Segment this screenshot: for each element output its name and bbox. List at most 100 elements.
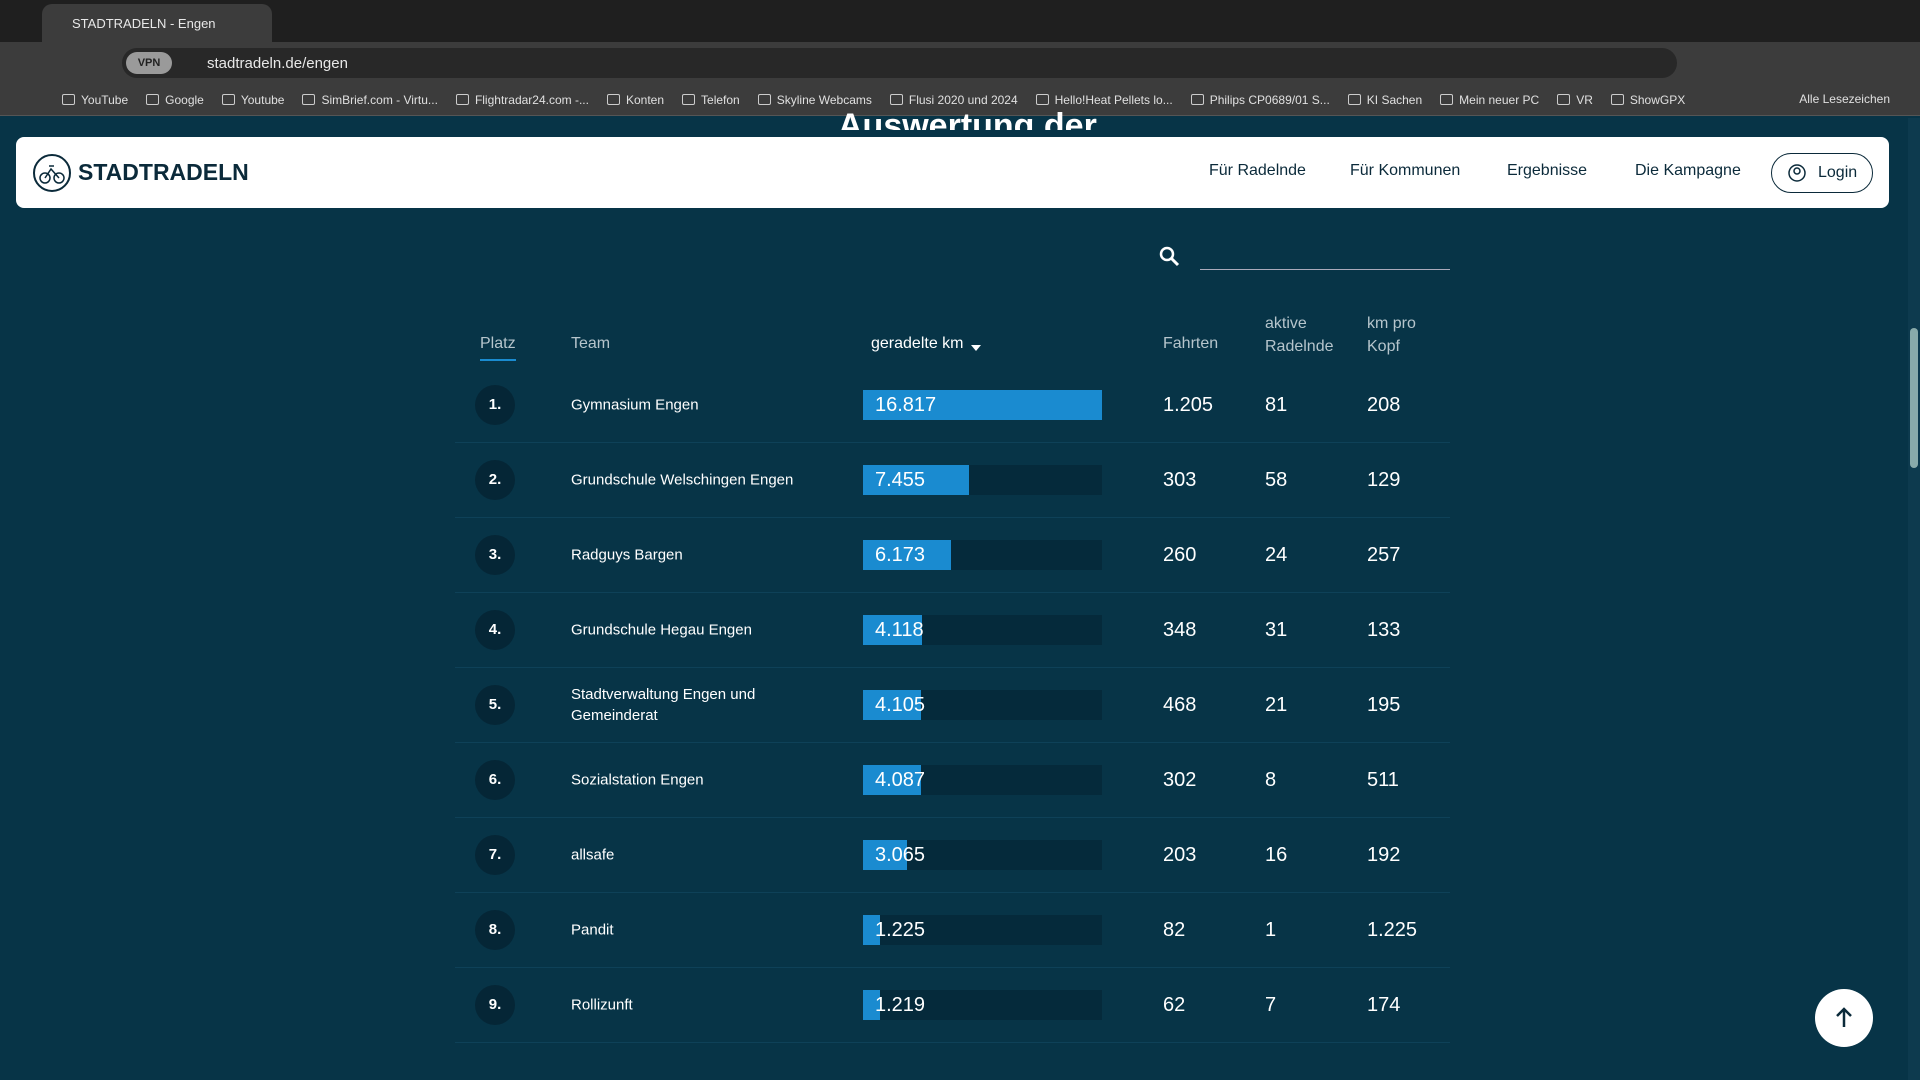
km-bar-track: [863, 615, 1102, 645]
all-bookmarks[interactable]: Alle Lesezeichen: [1799, 92, 1890, 106]
cell-per-head: 511: [1367, 769, 1399, 791]
bookmark[interactable]: Mein neuer PC: [1440, 93, 1539, 107]
url[interactable]: stadtradeln.de/engen: [207, 55, 348, 72]
bookmark[interactable]: KI Sachen: [1348, 93, 1422, 107]
cell-per-head: 208: [1367, 394, 1401, 416]
cell-per-head: 1.225: [1367, 919, 1418, 941]
bookmarks-bar: YouTube Google Youtube SimBrief.com - Virtu…: [0, 84, 1920, 116]
km-bar: [863, 765, 922, 795]
km-bar-track: [863, 990, 1102, 1020]
logo[interactable]: STADTRADELN: [78, 159, 249, 185]
team-name[interactable]: Rollizunft: [571, 996, 633, 1014]
km-bar: [863, 990, 881, 1020]
column-header[interactable]: aktive Radelnde: [1265, 315, 1334, 355]
bookmark[interactable]: Skyline Webcams: [758, 93, 872, 107]
km-bar-track: [863, 840, 1102, 870]
bookmark[interactable]: SimBrief.com - Virtu...: [302, 93, 437, 107]
km-value: 16.817: [875, 394, 937, 416]
cell-trips: 260: [1163, 544, 1197, 566]
bookmark[interactable]: Flusi 2020 und 2024: [890, 93, 1018, 107]
table-row: 3. Radguys Bargen 6.173 260 24 257: [455, 518, 1450, 593]
km-value: 4.087: [875, 769, 926, 791]
nav-link[interactable]: Für Radelnde: [1209, 162, 1306, 179]
arrow-icon: [1836, 1007, 1852, 1027]
cell-per-head: 195: [1367, 694, 1401, 716]
bookmark[interactable]: Telefon: [682, 93, 740, 107]
team-name[interactable]: Pandit: [571, 921, 614, 939]
km-value: 1.225: [875, 919, 926, 941]
browser-tab[interactable]: STADTRADELN - Engen: [42, 4, 272, 42]
table-row: 2. Grundschule Welschingen Engen 7.455 303 5…: [455, 443, 1450, 518]
bookmark[interactable]: VR: [1557, 93, 1593, 107]
nav-link[interactable]: Ergebnisse: [1507, 162, 1588, 179]
table-row: 1. Gymnasium Engen 16.817 1.205 81 208: [455, 368, 1450, 443]
search-icon[interactable]: [1158, 245, 1180, 267]
cell-trips: 302: [1163, 769, 1197, 791]
cell-trips: 1.205: [1163, 394, 1214, 416]
column-header[interactable]: Fahrten: [1163, 335, 1219, 352]
cell-per-head: 192: [1367, 844, 1401, 866]
team-name[interactable]: Grundschule Hegau Engen: [571, 621, 752, 639]
page-heading: Auswertung der: [838, 107, 1097, 130]
cell-riders: 81: [1265, 394, 1288, 416]
table-row: 8. Pandit 1.225 82 1 1.225: [455, 893, 1450, 968]
km-bar-track: [863, 915, 1102, 945]
cell-trips: 62: [1163, 994, 1186, 1016]
km-value: 7.455: [875, 469, 926, 491]
bookmark[interactable]: YouTube: [62, 93, 128, 107]
rank-badge: 1.: [475, 385, 515, 425]
team-name[interactable]: Radguys Bargen: [571, 546, 683, 564]
cell-riders: 1: [1265, 919, 1277, 941]
table-row: 9. Rollizunft 1.219 62 7 174: [455, 968, 1450, 1043]
bookmark[interactable]: Konten: [607, 93, 664, 107]
team-name[interactable]: Grundschule Welschingen Engen: [571, 471, 794, 489]
search-input[interactable]: [1200, 269, 1450, 270]
km-bar: [863, 840, 907, 870]
team-name[interactable]: Sozialstation Engen: [571, 771, 704, 789]
logo-icon: [33, 154, 71, 192]
cell-trips: 303: [1163, 469, 1197, 491]
rank-badge: 5.: [475, 685, 515, 725]
team-name[interactable]: allsafe: [571, 846, 615, 864]
column-header[interactable]: km pro Kopf: [1367, 315, 1416, 355]
nav-link[interactable]: Die Kampagne: [1635, 162, 1741, 179]
km-value: 6.173: [875, 544, 926, 566]
km-value: 3.065: [875, 844, 926, 866]
table-row: 5. Stadtverwaltung Engen und Gemeinderat 4…: [455, 668, 1450, 743]
nav-link[interactable]: Für Kommunen: [1350, 162, 1461, 179]
cell-per-head: 133: [1367, 619, 1401, 641]
rank-badge: 2.: [475, 460, 515, 500]
km-value: 4.118: [875, 619, 924, 641]
bookmark[interactable]: Hello!Heat Pellets lo...: [1036, 93, 1173, 107]
km-bar-track: [863, 465, 1102, 495]
cell-riders: 31: [1265, 619, 1288, 641]
column-header[interactable]: geradelte km: [871, 335, 964, 352]
column-header[interactable]: Team: [571, 335, 611, 352]
rank-badge: 7.: [475, 835, 515, 875]
bookmark[interactable]: Youtube: [222, 93, 285, 107]
address-bar[interactable]: [122, 48, 1677, 78]
login-button[interactable]: Login: [1771, 153, 1873, 193]
back-to-top[interactable]: [1815, 989, 1873, 1047]
km-bar: [863, 615, 922, 645]
cell-trips: 348: [1163, 619, 1197, 641]
km-bar: [863, 540, 951, 570]
scroll-thumb[interactable]: [1910, 328, 1918, 468]
vpn-badge[interactable]: VPN: [126, 52, 172, 74]
cell-per-head: 174: [1367, 994, 1401, 1016]
team-name[interactable]: Stadtverwaltung Engen und Gemeinderat: [571, 686, 756, 724]
bookmark[interactable]: Google: [146, 93, 204, 107]
scrollbar: [1908, 118, 1920, 1080]
km-value: 1.219: [875, 994, 926, 1016]
bookmark[interactable]: Philips CP0689/01 S...: [1191, 93, 1330, 107]
tab-strip: [0, 0, 1920, 42]
rank-badge: 8.: [475, 910, 515, 950]
team-name[interactable]: Gymnasium Engen: [571, 396, 699, 414]
bookmark[interactable]: ShowGPX: [1611, 93, 1685, 107]
column-header[interactable]: Platz: [480, 335, 516, 361]
cell-per-head: 257: [1367, 544, 1401, 566]
bookmark[interactable]: Flightradar24.com -...: [456, 93, 589, 107]
cell-trips: 203: [1163, 844, 1197, 866]
cell-riders: 8: [1265, 769, 1277, 791]
